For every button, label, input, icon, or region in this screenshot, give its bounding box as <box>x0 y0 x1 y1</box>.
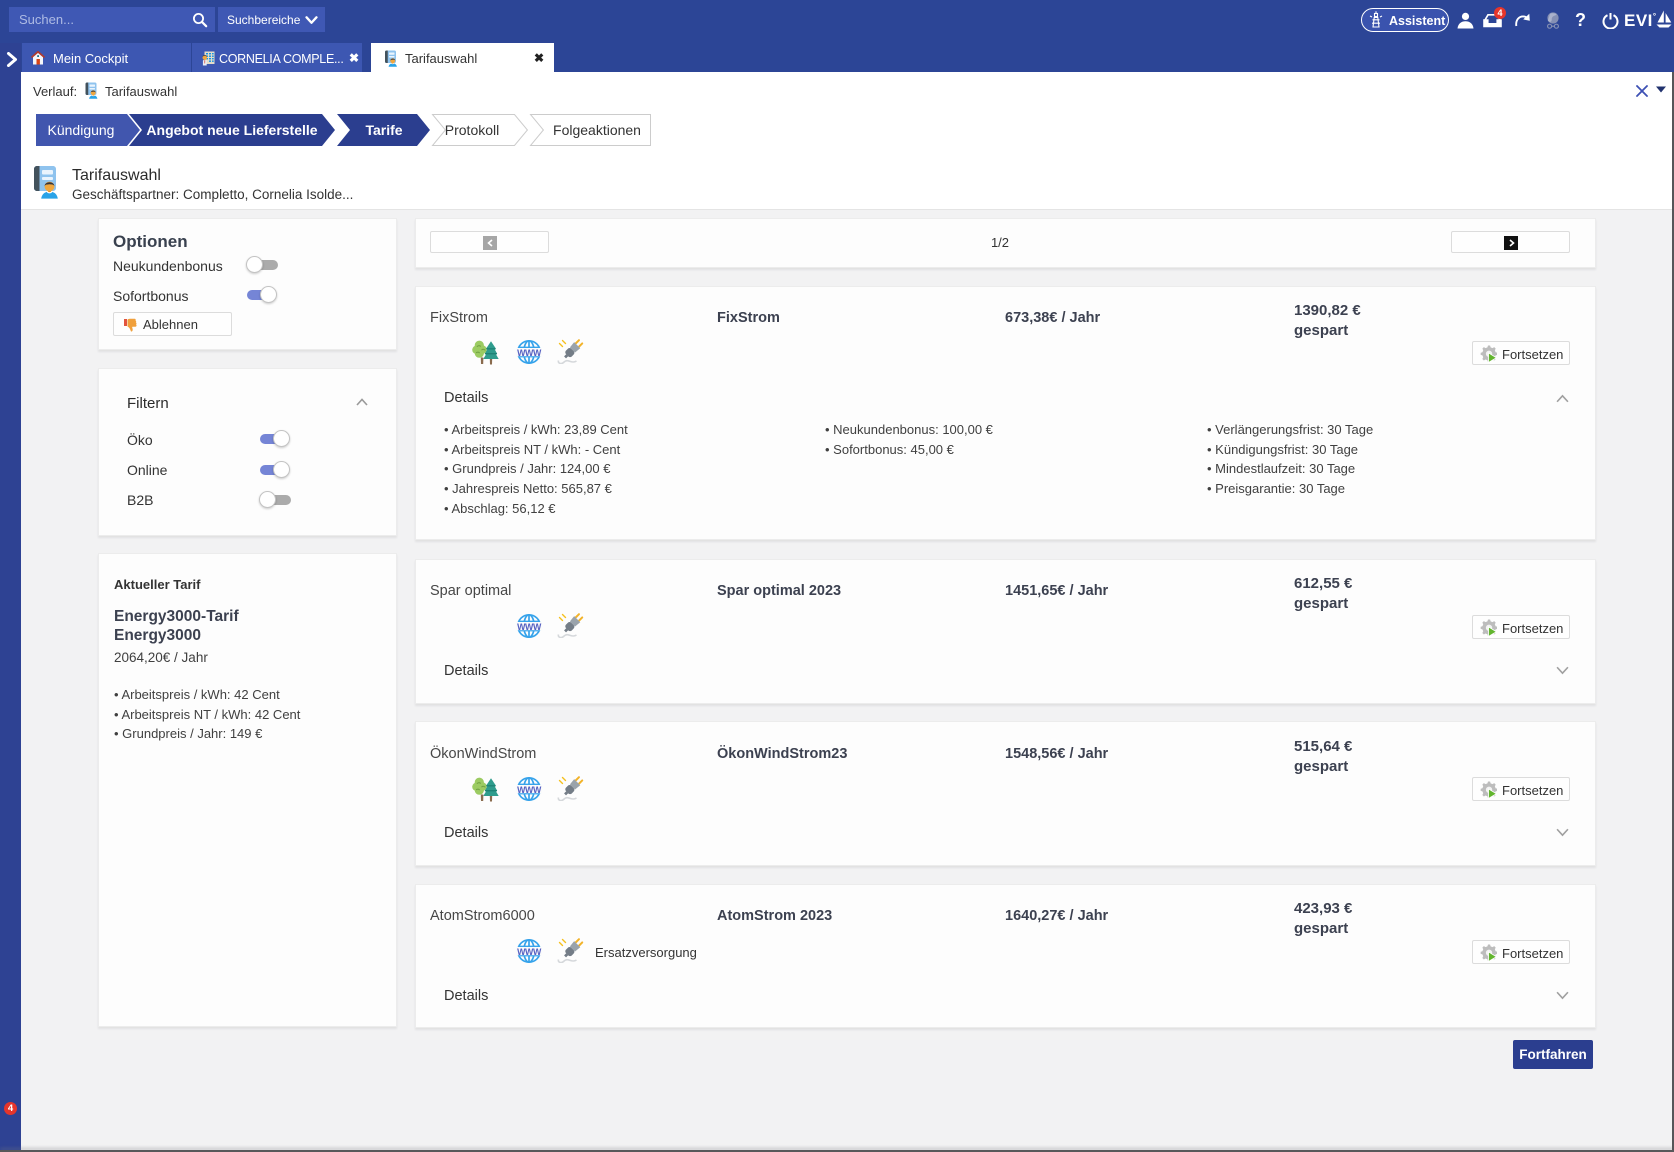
svg-text:Angebot neue Lieferstelle: Angebot neue Lieferstelle <box>146 122 317 138</box>
svg-text:Protokoll: Protokoll <box>445 122 499 138</box>
svg-text:Folgeaktionen: Folgeaktionen <box>553 122 641 138</box>
svg-text:Tarife: Tarife <box>365 122 402 138</box>
svg-text:Kündigung: Kündigung <box>48 122 115 138</box>
